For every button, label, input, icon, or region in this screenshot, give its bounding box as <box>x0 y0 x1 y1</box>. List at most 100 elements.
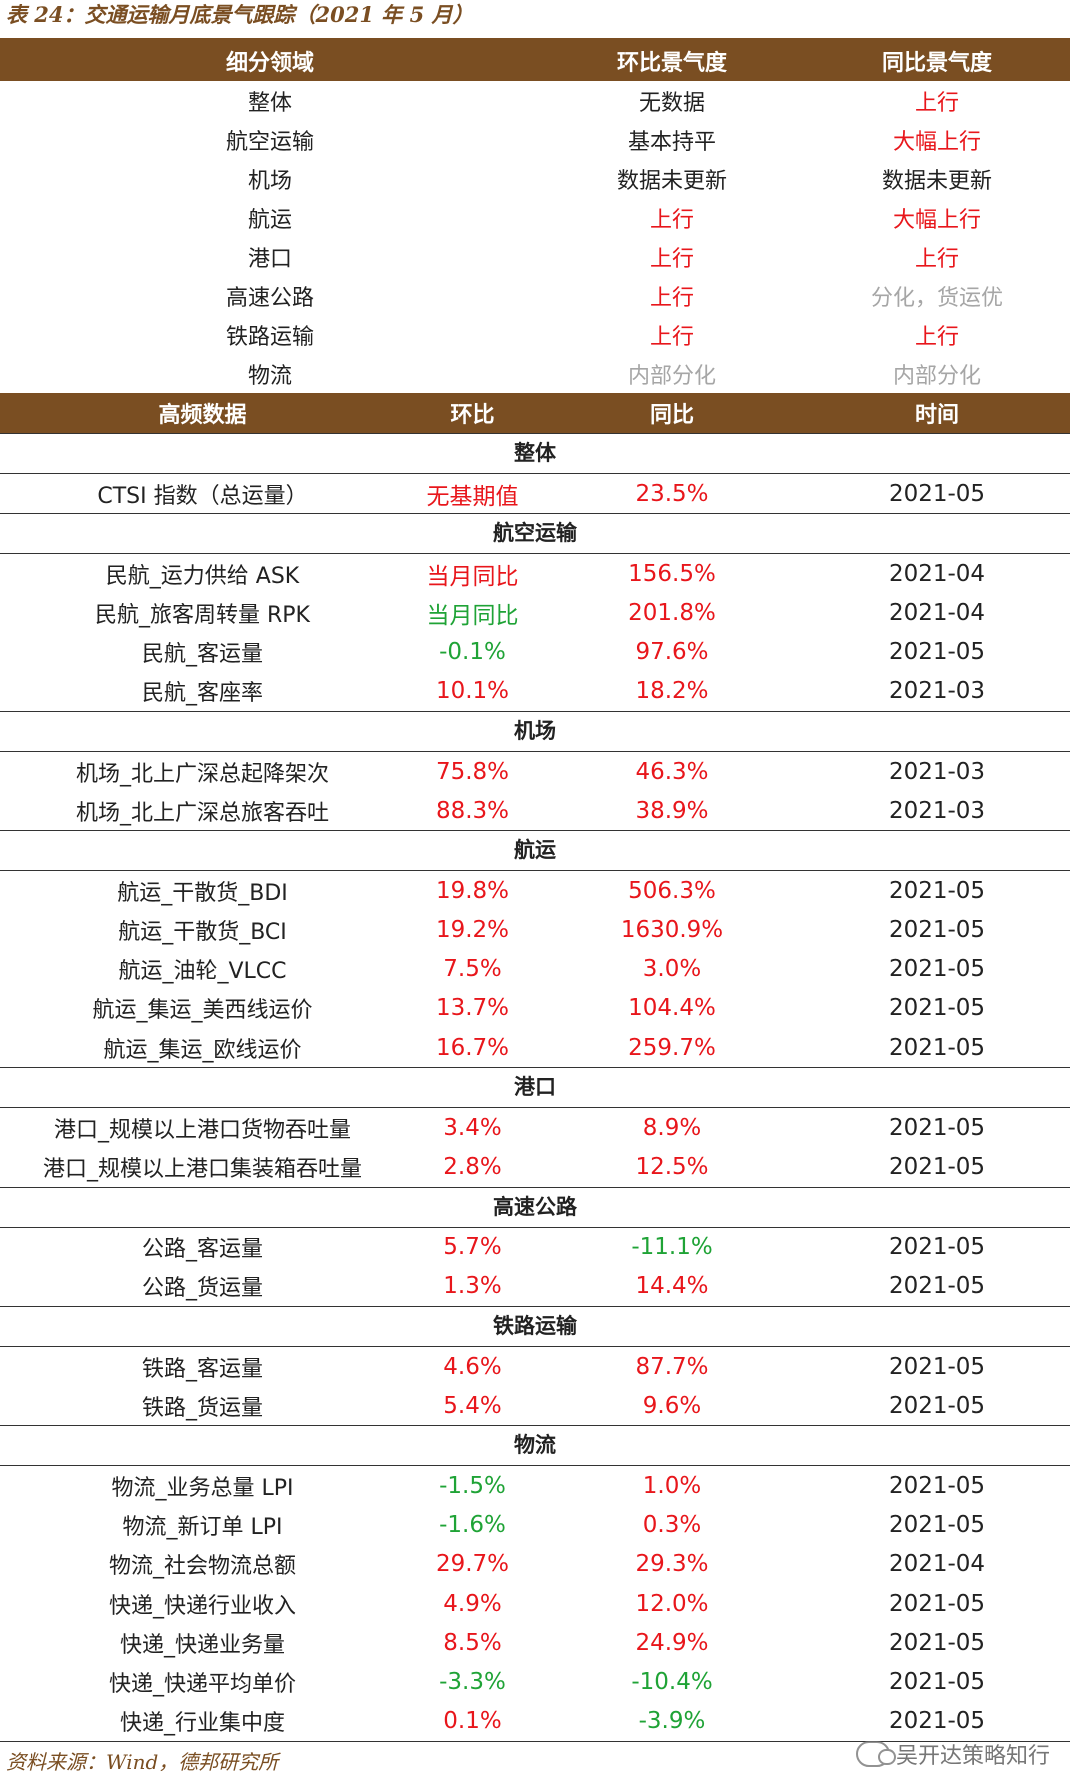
table-row: 公路_客运量 5.7% -11.1% 2021-05 <box>0 1228 1070 1267</box>
yoy-value: 1630.9% <box>620 917 724 944</box>
time-value: 2021-04 <box>888 1551 986 1578</box>
indicator-name: 铁路_货运量 <box>141 1395 263 1421</box>
watermark-text: 吴开达策略知行 <box>895 1743 1050 1769</box>
summary-yoy: 内部分化 <box>892 363 981 389</box>
mom-value: 4.6% <box>443 1353 502 1380</box>
source-note: 资料来源：Wind，德邦研究所 <box>6 1749 279 1774</box>
mom-value: 7.5% <box>443 956 502 983</box>
table-row: 快递_行业集中度 0.1% -3.9% 2021-05 <box>0 1702 1070 1741</box>
table-row: 港口_规模以上港口集装箱吞吐量 2.8% 12.5% 2021-05 <box>0 1147 1070 1186</box>
summary-yoy: 大幅上行 <box>892 129 981 155</box>
summary-yoy: 大幅上行 <box>892 207 981 233</box>
time-value: 2021-05 <box>888 877 986 904</box>
table-row: 航运_干散货_BDI 19.8% 506.3% 2021-05 <box>0 871 1070 910</box>
mom-value: 10.1% <box>435 678 510 705</box>
yoy-value: 29.3% <box>635 1551 709 1578</box>
mom-value: 0.1% <box>443 1708 502 1735</box>
yoy-value: 23.5% <box>635 480 709 507</box>
time-value: 2021-05 <box>888 1353 986 1380</box>
time-value: 2021-05 <box>888 1708 986 1735</box>
table-row: 港口_规模以上港口货物吞吐量 3.4% 8.9% 2021-05 <box>0 1108 1070 1147</box>
indicator-name: 民航_旅客周转量 RPK <box>95 602 310 628</box>
summary-field: 铁路运输 <box>225 324 314 350</box>
yoy-value: 97.6% <box>635 639 709 666</box>
indicator-name: 快递_快递行业收入 <box>108 1593 296 1619</box>
table-row: 铁路_客运量 4.6% 87.7% 2021-05 <box>0 1347 1070 1386</box>
time-value: 2021-03 <box>888 758 986 785</box>
yoy-value: 12.5% <box>635 1154 709 1181</box>
indicator-name: 航运_集运_欧线运价 <box>103 1037 302 1063</box>
yoy-value: 38.9% <box>635 797 709 824</box>
mom-value: 2.8% <box>443 1154 502 1181</box>
summary-row: 整体 无数据 上行 <box>0 81 1070 120</box>
indicator-name: CTSI 指数（总运量） <box>97 483 308 509</box>
watermark: 吴开达策略知行 <box>855 1738 1050 1770</box>
detail-table-body: 整体 CTSI 指数（总运量） 无基期值 23.5% 2021-05 航空运输 民航_运力供… <box>0 433 1080 1741</box>
summary-field: 航空运输 <box>225 129 314 155</box>
mom-value: 19.8% <box>435 877 510 904</box>
table-row: 航运_集运_美西线运价 13.7% 104.4% 2021-05 <box>0 989 1070 1028</box>
indicator-name: 航运_油轮_VLCC <box>118 959 287 985</box>
time-value: 2021-05 <box>888 1034 986 1061</box>
table-row: 快递_快递平均单价 -3.3% -10.4% 2021-05 <box>0 1662 1070 1701</box>
group-title: 整体 <box>0 433 1070 474</box>
table-row: 航运_干散货_BCI 19.2% 1630.9% 2021-05 <box>0 911 1070 950</box>
mom-value: 无基期值 <box>426 483 519 510</box>
yoy-value: -11.1% <box>631 1234 713 1261</box>
summary-yoy: 数据未更新 <box>881 168 992 194</box>
indicator-name: 公路_货运量 <box>141 1276 263 1302</box>
summary-header-mom: 环比景气度 <box>616 51 727 76</box>
group-title: 物流 <box>0 1425 1070 1467</box>
summary-row: 港口 上行 上行 <box>0 237 1070 276</box>
time-value: 2021-04 <box>888 599 986 626</box>
footer: 资料来源：Wind，德邦研究所 吴开达策略知行 <box>0 1738 1070 1778</box>
mom-value: -1.6% <box>439 1512 506 1539</box>
yoy-value: 14.4% <box>635 1273 709 1300</box>
indicator-name: 快递_行业集中度 <box>119 1711 285 1737</box>
group-title: 机场 <box>0 710 1070 752</box>
summary-row: 机场 数据未更新 数据未更新 <box>0 159 1070 198</box>
indicator-name: 快递_快递平均单价 <box>108 1671 296 1697</box>
table-row: 机场_北上广深总起降架次 75.8% 46.3% 2021-03 <box>0 752 1070 791</box>
summary-field: 高速公路 <box>225 285 314 311</box>
table-row: 物流_社会物流总额 29.7% 29.3% 2021-04 <box>0 1545 1070 1584</box>
mom-value: -3.3% <box>439 1668 506 1695</box>
time-value: 2021-05 <box>888 1472 986 1499</box>
time-value: 2021-05 <box>888 1512 986 1539</box>
table-row: 铁路_货运量 5.4% 9.6% 2021-05 <box>0 1386 1070 1425</box>
yoy-value: -3.9% <box>638 1708 706 1735</box>
mom-value: 19.2% <box>435 917 510 944</box>
detail-header: 高频数据 环比 同比 时间 <box>0 393 1070 433</box>
summary-yoy: 分化，货运优 <box>870 285 1003 311</box>
indicator-name: 物流_业务总量 LPI <box>111 1475 294 1501</box>
mom-value: 当月同比 <box>426 602 519 629</box>
group-title: 港口 <box>0 1067 1070 1109</box>
mom-value: 75.8% <box>435 758 510 785</box>
time-value: 2021-03 <box>888 678 986 705</box>
mom-value: 4.9% <box>443 1590 502 1617</box>
table-row: 民航_客座率 10.1% 18.2% 2021-03 <box>0 672 1070 711</box>
mom-value: 1.3% <box>443 1273 502 1300</box>
indicator-name: 民航_客运量 <box>141 642 263 668</box>
summary-field: 港口 <box>247 246 292 272</box>
table-row: 民航_运力供给 ASK 当月同比 156.5% 2021-04 <box>0 554 1070 593</box>
summary-field: 机场 <box>247 168 292 194</box>
yoy-value: 12.0% <box>635 1590 709 1617</box>
yoy-value: 8.9% <box>642 1114 702 1141</box>
time-value: 2021-05 <box>888 956 986 983</box>
summary-row: 高速公路 上行 分化，货运优 <box>0 276 1070 315</box>
yoy-value: 3.0% <box>642 956 702 983</box>
summary-mom: 内部分化 <box>627 363 716 389</box>
table-row: 快递_快递业务量 8.5% 24.9% 2021-05 <box>0 1623 1070 1662</box>
summary-yoy: 上行 <box>914 324 959 350</box>
yoy-value: 87.7% <box>635 1353 709 1380</box>
yoy-value: 201.8% <box>628 599 716 626</box>
time-value: 2021-05 <box>888 1114 986 1141</box>
summary-row: 铁路运输 上行 上行 <box>0 315 1070 354</box>
time-value: 2021-05 <box>888 1392 986 1419</box>
mom-value: 5.7% <box>443 1234 502 1261</box>
mom-value: 13.7% <box>435 995 510 1022</box>
time-value: 2021-04 <box>888 560 986 587</box>
time-value: 2021-05 <box>888 995 986 1022</box>
time-value: 2021-05 <box>888 1629 986 1656</box>
